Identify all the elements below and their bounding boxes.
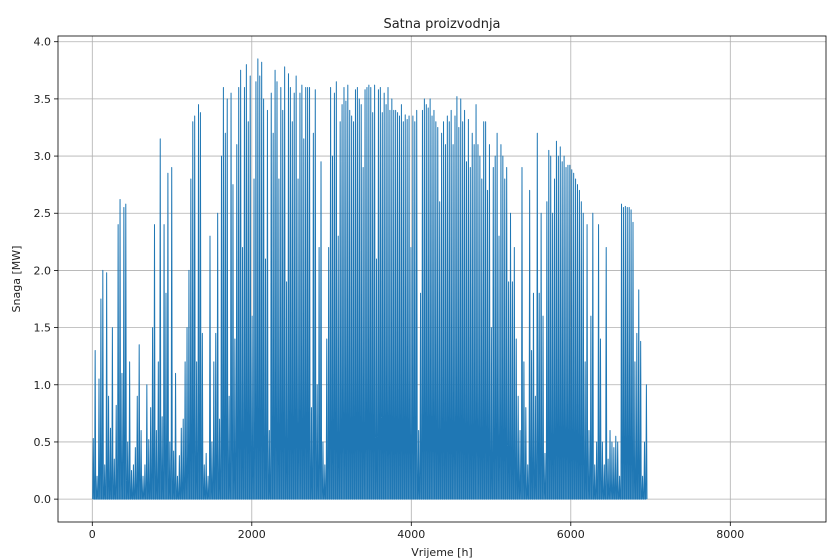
ticks: 0 2000 4000 6000 8000 0.0 0.5 1.0 1.5 2.0 2.5 3.0 3.… — [34, 36, 745, 541]
series-path — [92, 58, 648, 500]
y-tick-label: 1.0 — [34, 379, 52, 392]
x-tick-label: 8000 — [716, 528, 744, 541]
series-layer — [92, 58, 648, 500]
y-tick-label: 3.5 — [34, 93, 52, 106]
y-tick-label: 2.0 — [34, 264, 52, 277]
y-tick-label: 4.0 — [34, 36, 52, 49]
x-tick-label: 6000 — [557, 528, 585, 541]
x-tick-label: 4000 — [397, 528, 425, 541]
plot-frame — [57, 35, 827, 523]
chart-title: Satna proizvodnja — [383, 17, 500, 32]
y-tick-label: 3.0 — [34, 150, 52, 163]
y-tick-label: 0.0 — [34, 493, 52, 506]
y-tick-label: 1.5 — [34, 322, 52, 335]
x-tick-label: 0 — [89, 528, 96, 541]
y-tick-label: 2.5 — [34, 207, 52, 220]
series-line — [92, 58, 648, 500]
y-axis-label: Snaga [MW] — [10, 246, 23, 313]
y-tick-label: 0.5 — [34, 436, 52, 449]
x-tick-label: 2000 — [238, 528, 266, 541]
x-axis-label: Vrijeme [h] — [411, 546, 472, 559]
